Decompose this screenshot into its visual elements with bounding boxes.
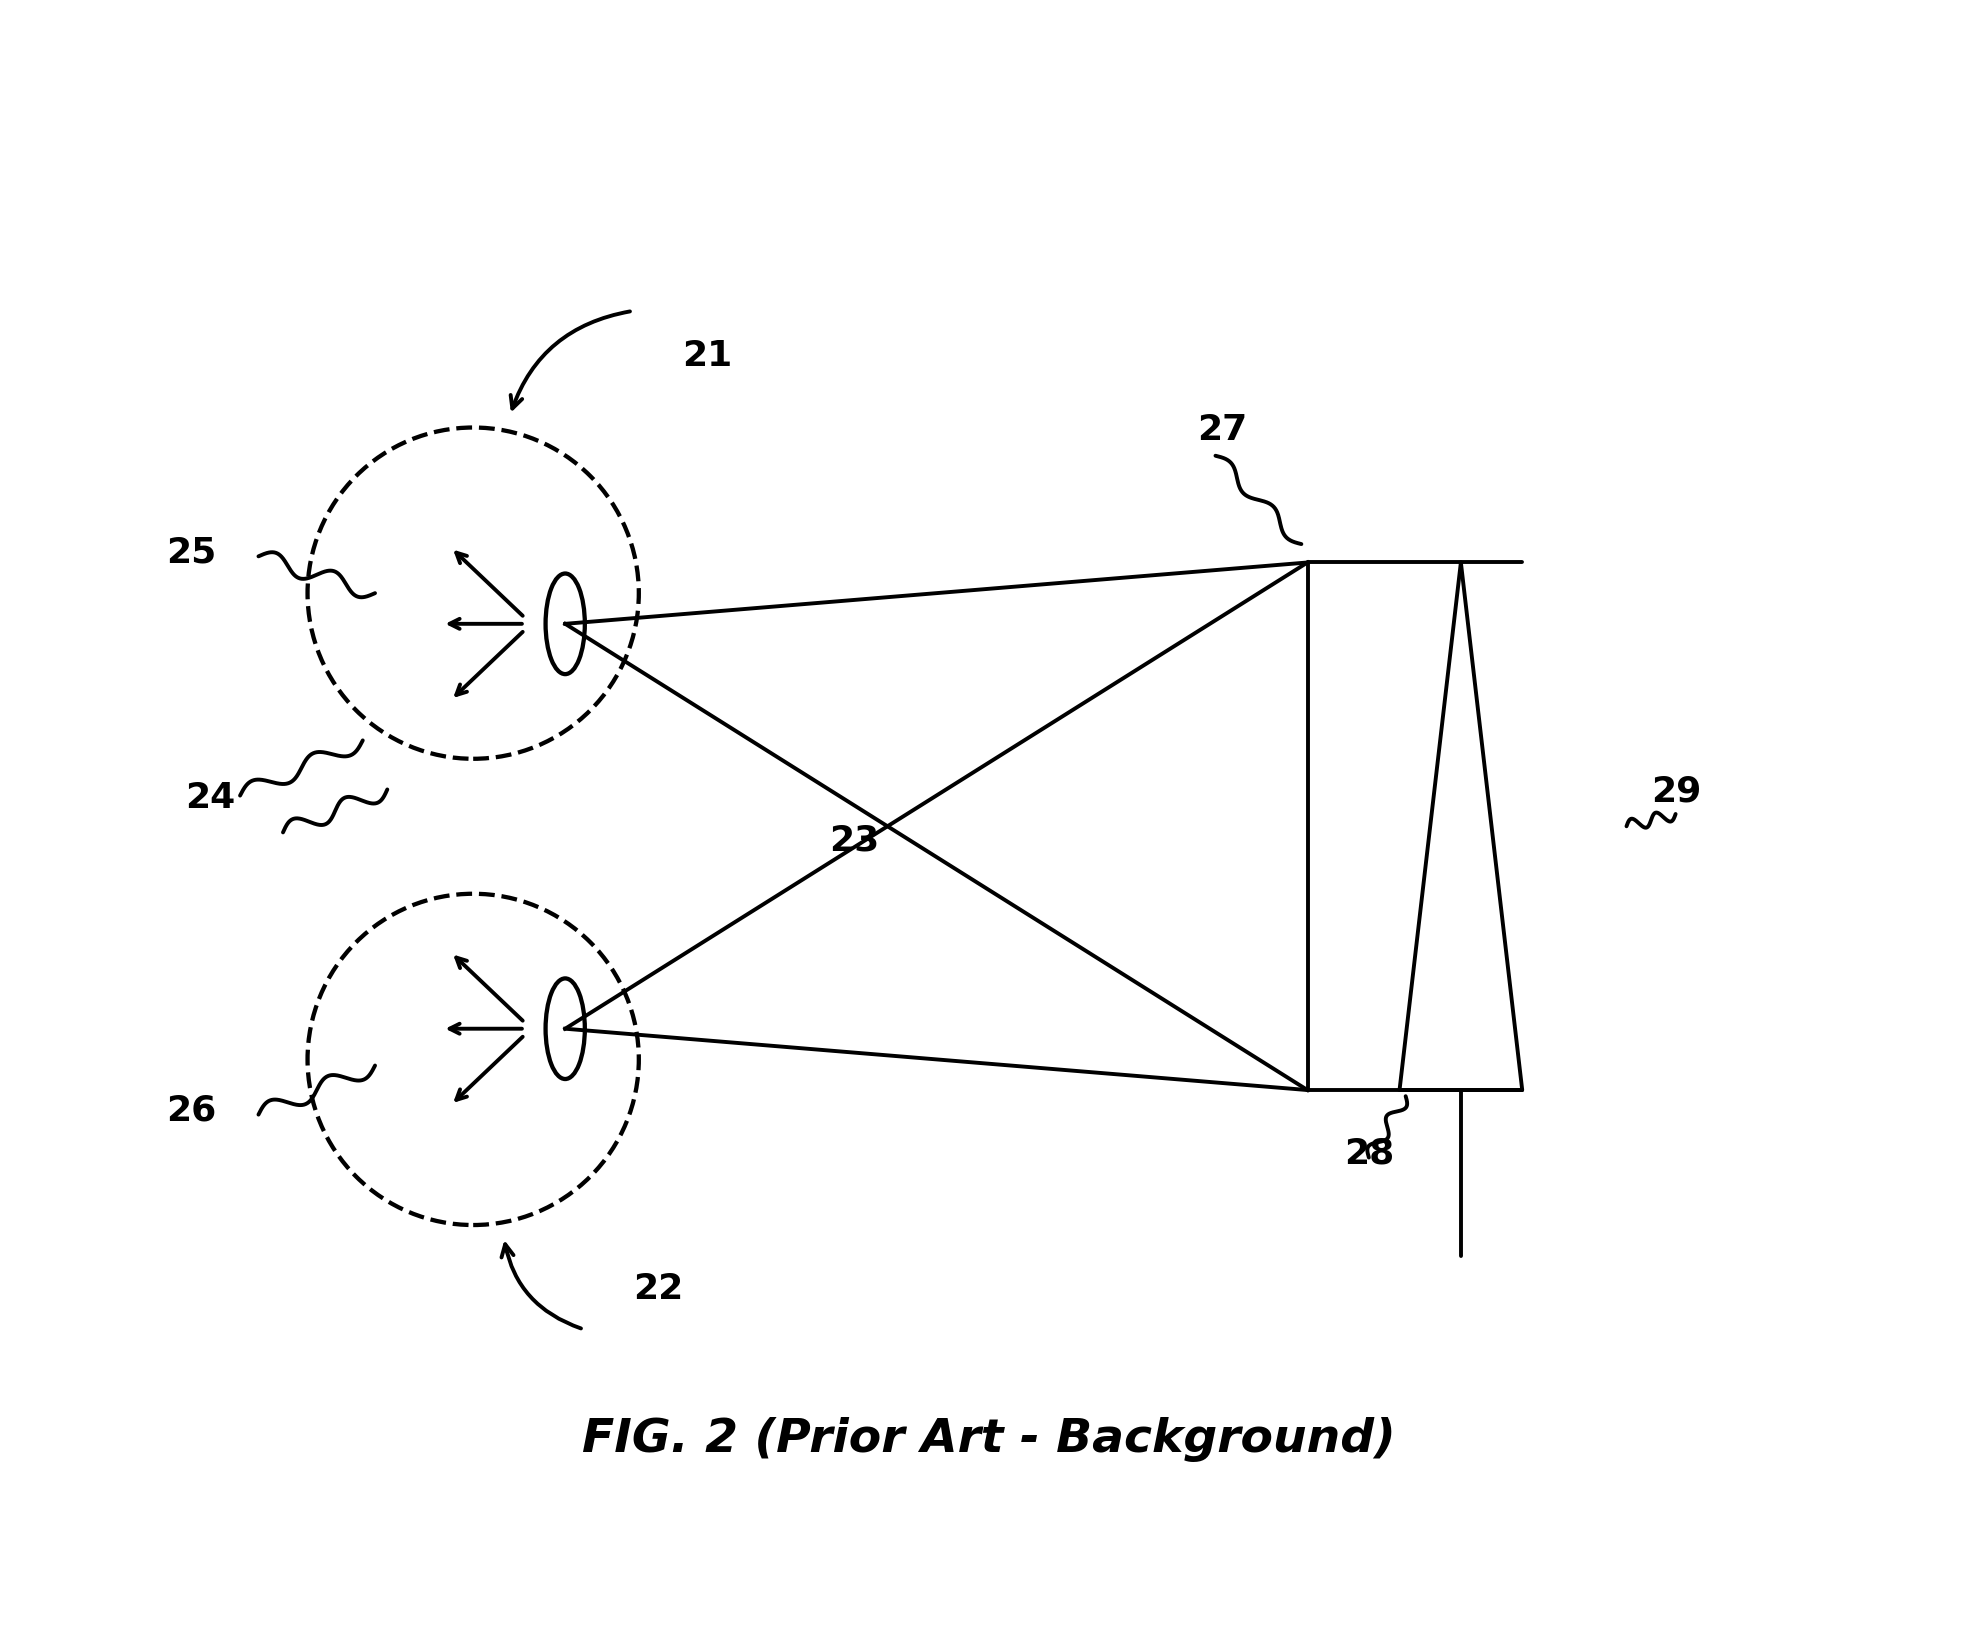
Text: 24: 24 [186, 781, 235, 816]
Text: 21: 21 [682, 339, 731, 373]
Text: 28: 28 [1344, 1136, 1394, 1171]
Text: 25: 25 [166, 536, 217, 570]
Text: 26: 26 [166, 1094, 217, 1128]
Text: 23: 23 [828, 824, 880, 858]
Text: 22: 22 [633, 1271, 682, 1306]
Text: 29: 29 [1651, 775, 1702, 809]
Text: 27: 27 [1198, 414, 1247, 446]
Text: FIG. 2 (Prior Art - Background): FIG. 2 (Prior Art - Background) [581, 1418, 1396, 1462]
